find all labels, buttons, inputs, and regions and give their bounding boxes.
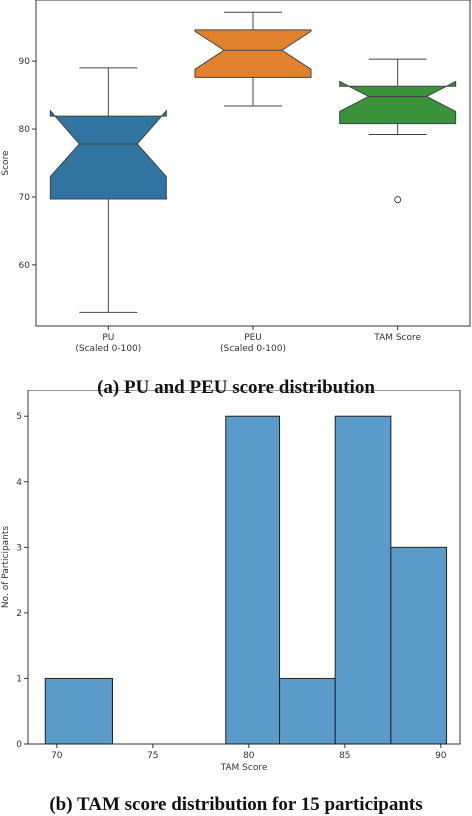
x-tick-label: PU [102, 333, 114, 343]
notched-box [339, 80, 457, 125]
histogram-bar [279, 677, 336, 745]
x-tick-label: 75 [147, 751, 158, 761]
caption-b: (b) TAM score distribution for 15 partic… [49, 794, 423, 815]
notched-box [49, 109, 167, 200]
x-axis-label: TAM Score [220, 763, 268, 773]
y-axis-label: No. of Participants [1, 526, 11, 609]
y-tick-label: 70 [19, 193, 31, 203]
x-tick-label: 70 [51, 751, 63, 761]
x-tick-label: TAM Score [373, 333, 421, 343]
histogram-bar [334, 415, 392, 745]
histogram-chart: 0 1 2 3 4 5 70 75 80 85 90 TAM Score No. of Particip… [1, 390, 461, 773]
x-tick-label: 80 [243, 751, 255, 761]
y-axis-label: Score [1, 150, 11, 176]
notched-box [194, 29, 312, 78]
x-tick-label: PEU [244, 333, 262, 343]
y-tick-label: 1 [16, 674, 22, 684]
y-tick-label: 60 [19, 261, 31, 271]
caption-a: (a) PU and PEU score distribution [97, 377, 375, 398]
x-tick-label: (Scaled 0-100) [220, 344, 286, 354]
x-tick-label: 85 [339, 751, 350, 761]
y-tick-label: 0 [16, 740, 22, 750]
y-tick-label: 3 [16, 543, 22, 553]
histogram-bar [390, 546, 448, 745]
y-tick-label: 4 [16, 478, 22, 488]
y-tick-label: 2 [16, 609, 22, 619]
x-tick-label: 90 [435, 751, 447, 761]
histogram-bar [225, 415, 281, 745]
histogram-bar [44, 677, 113, 745]
y-tick-label: 90 [19, 57, 31, 67]
y-tick-label: 80 [19, 125, 31, 135]
outlier-point [394, 196, 402, 204]
y-tick-label: 5 [16, 412, 22, 422]
x-tick-label: (Scaled 0-100) [75, 344, 141, 354]
